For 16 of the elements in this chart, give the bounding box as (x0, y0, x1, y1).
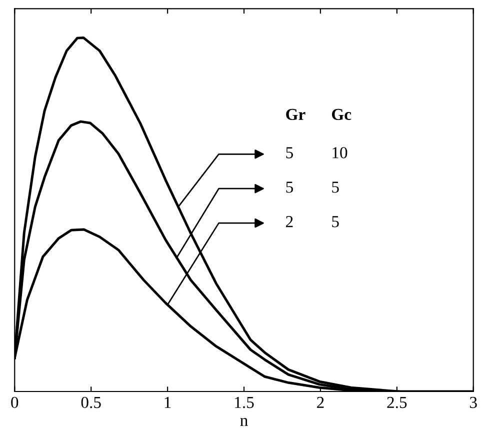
x-tick-label: 2 (317, 396, 324, 408)
x-axis-title: n (240, 418, 248, 426)
annotation: 5 (286, 147, 293, 158)
x-tick-label: 2.5 (387, 396, 407, 408)
x-tick-label: 1.5 (235, 396, 254, 408)
annotation: 10 (332, 147, 348, 158)
x-tick-label: 0.5 (81, 396, 101, 408)
annotation: 2 (286, 216, 293, 228)
x-tick-label: 1 (164, 396, 171, 408)
annotation: 5 (286, 182, 293, 193)
x-tick-label: 0 (11, 396, 18, 408)
x-tick-label: 3 (470, 396, 477, 408)
annotation: 5 (332, 182, 339, 193)
annotation: Gc (332, 108, 352, 120)
annotation: 5 (332, 216, 339, 228)
annotation: Gr (286, 108, 306, 120)
